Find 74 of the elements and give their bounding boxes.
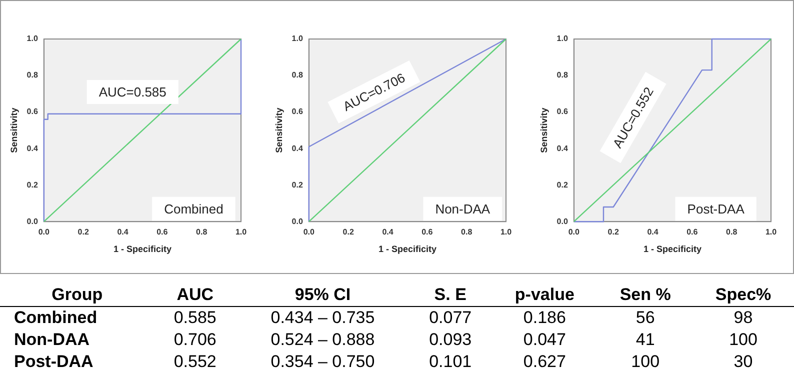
- text: 0.552: [174, 352, 216, 371]
- category-label: AUC: [176, 284, 215, 306]
- x-axis-title: 1 - Specificity: [113, 244, 172, 254]
- text: 0.706: [174, 330, 216, 349]
- text: 56: [636, 308, 655, 327]
- x-tick-label: 0.0: [303, 228, 316, 237]
- annotation: AUC=0.585: [98, 84, 166, 100]
- category-label: S. E: [433, 284, 468, 306]
- category-label: Spec%: [714, 284, 772, 306]
- y-tick-label: 0.0: [26, 216, 38, 226]
- text: 0.093: [429, 330, 472, 349]
- y-tick-label: 1.0: [556, 34, 568, 44]
- x-axis-title: 1 - Specificity: [378, 244, 436, 254]
- x-tick-label: 0.2: [342, 228, 354, 237]
- text: 100: [729, 330, 758, 349]
- text: 0.524 – 0.888: [270, 330, 375, 349]
- text: 0.585: [174, 308, 216, 327]
- y-axis-title: Sensitivity: [8, 108, 19, 153]
- x-tick-label: 1.0: [765, 228, 778, 237]
- y-tick-label: 0.4: [292, 144, 304, 153]
- y-tick-label: 0.2: [26, 180, 38, 190]
- text: 0.627: [523, 352, 566, 371]
- x-tick-label: 1.0: [235, 228, 248, 237]
- text: 0.077: [429, 308, 472, 327]
- text: 0.434 – 0.735: [270, 308, 375, 327]
- y-tick-label: 1.0: [292, 34, 304, 44]
- text: 0.186: [523, 308, 566, 327]
- y-tick-label: 0.2: [556, 180, 568, 190]
- x-tick-label: 0.8: [461, 228, 473, 237]
- x-tick-label: 1.0: [500, 228, 512, 237]
- y-axis-title: Sensitivity: [274, 108, 284, 153]
- x-tick-label: 0.2: [608, 228, 620, 237]
- y-tick-label: 0.8: [26, 70, 38, 80]
- annotation: Non-DAA: [435, 201, 490, 216]
- category-label: Sen %: [618, 284, 672, 306]
- text: 100: [631, 352, 660, 371]
- text: 30: [734, 352, 753, 371]
- x-tick-label: 0.6: [686, 228, 698, 237]
- category-label: 95% CI: [294, 284, 352, 306]
- y-tick-label: 0.6: [292, 107, 304, 116]
- x-tick-label: 0.4: [647, 228, 659, 237]
- x-tick-label: 0.6: [422, 228, 434, 237]
- x-tick-label: 0.8: [726, 228, 738, 237]
- y-tick-label: 0.6: [26, 107, 38, 116]
- category-label: p-value: [514, 284, 576, 306]
- x-tick-label: 0.0: [38, 228, 50, 237]
- text: Group: [50, 284, 104, 306]
- y-axis-title: Sensitivity: [538, 108, 549, 153]
- y-tick-label: 0.0: [556, 216, 568, 226]
- y-tick-label: 0.2: [292, 180, 304, 190]
- text: 0.354 – 0.750: [270, 352, 375, 371]
- text: 0.047: [523, 330, 566, 349]
- y-tick-label: 0.0: [292, 216, 304, 226]
- annotation: Post-DAA: [687, 201, 745, 216]
- text: 41: [636, 330, 655, 349]
- x-tick-label: 0.4: [117, 228, 129, 237]
- category-label: Non-DAA: [14, 330, 90, 349]
- y-tick-label: 0.6: [556, 107, 568, 116]
- y-tick-label: 0.4: [26, 144, 38, 153]
- x-tick-label: 0.4: [382, 228, 394, 237]
- text: 98: [734, 308, 753, 327]
- category-label: Combined: [14, 308, 98, 327]
- y-tick-label: 1.0: [26, 34, 38, 44]
- x-axis-title: 1 - Specificity: [643, 244, 702, 254]
- text: 0.101: [429, 352, 472, 371]
- y-tick-label: 0.8: [556, 70, 568, 80]
- y-tick-label: 0.8: [292, 70, 304, 80]
- y-tick-label: 0.4: [556, 144, 568, 153]
- x-tick-label: 0.2: [78, 228, 90, 237]
- category-label: Post-DAA: [14, 352, 94, 371]
- x-tick-label: 0.8: [196, 228, 208, 237]
- annotation: Combined: [164, 201, 224, 216]
- x-tick-label: 0.6: [156, 228, 168, 237]
- x-tick-label: 0.0: [568, 228, 580, 237]
